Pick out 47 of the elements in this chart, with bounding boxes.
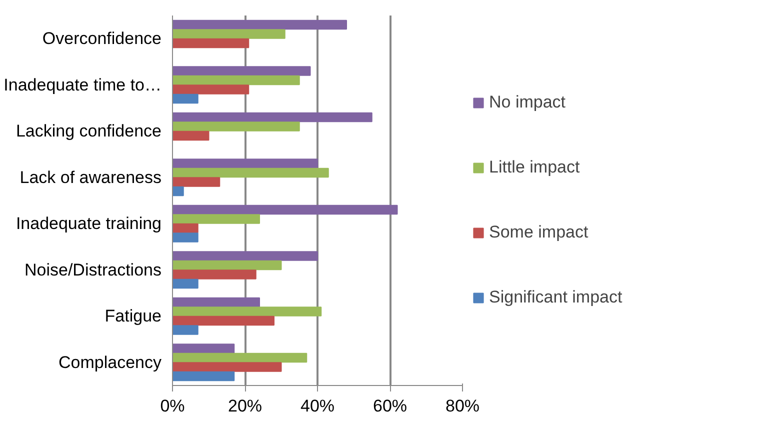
y-tick-label: Complacency [58, 352, 162, 372]
bar [172, 306, 322, 316]
bar [172, 20, 347, 30]
bar [172, 158, 318, 168]
bar [172, 232, 198, 242]
bar [172, 352, 308, 363]
bar [172, 223, 198, 234]
x-tick-label: 40% [300, 396, 335, 416]
bar [172, 371, 235, 382]
bar [172, 316, 274, 326]
bar [172, 112, 372, 122]
bar [172, 186, 184, 196]
x-tick-label: 20% [228, 396, 262, 416]
bar [172, 130, 210, 141]
bar [172, 297, 260, 308]
bar [172, 94, 198, 104]
y-tick-label: Fatigue [104, 306, 162, 326]
bar [172, 168, 329, 178]
bar [172, 84, 250, 94]
bar [172, 270, 256, 280]
bar [172, 362, 282, 372]
y-tick-label: Inadequate training [16, 214, 162, 234]
legend-label: Significant impact [489, 288, 622, 308]
bar [172, 214, 260, 224]
bar [172, 344, 235, 354]
x-tick-label: 0% [160, 396, 185, 416]
x-tick-label: 60% [372, 396, 408, 416]
y-tick-label: Lacking confidence [16, 122, 162, 141]
y-tick-label: Lack of awareness [20, 168, 162, 187]
y-tick-label: Noise/Distractions [24, 260, 162, 280]
bar [172, 204, 398, 215]
bar [172, 278, 198, 289]
y-tick-label: Overconfidence [42, 29, 162, 48]
bar [172, 260, 282, 270]
bar [172, 66, 311, 76]
legend-label: No impact [489, 92, 566, 112]
legend-label: Some impact [489, 222, 588, 242]
bar [172, 29, 286, 39]
bar [172, 75, 300, 86]
bar [172, 122, 300, 132]
x-tick-label: 80% [445, 396, 480, 416]
bar [172, 177, 220, 187]
bar [172, 38, 250, 48]
bar [172, 251, 318, 261]
y-tick-label: Inadequate time to… [4, 75, 162, 94]
bar [172, 325, 198, 335]
legend-label: Little impact [489, 158, 580, 178]
